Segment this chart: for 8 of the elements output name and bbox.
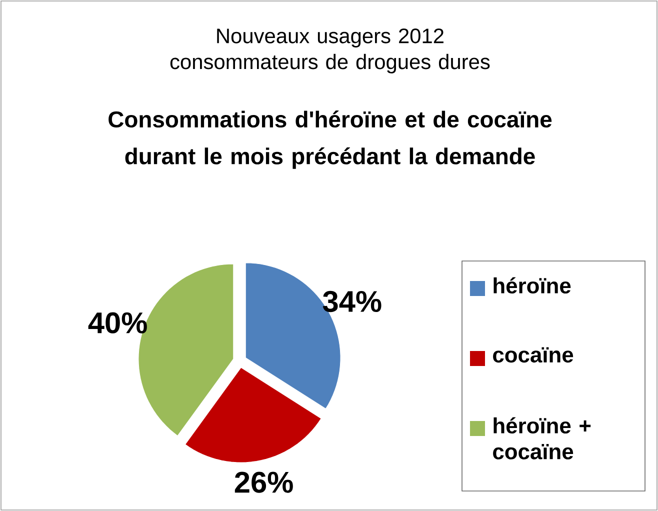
chart-title: Nouveaux usagers 2012 consommateurs de drogues dures (170, 28, 490, 74)
legend-label: cocaïne (493, 347, 574, 363)
chart-subtitle: Consommations d'héroïne et de cocaïne durant le mois précédant la demande (108, 110, 552, 169)
legend-label: héroïne (494, 277, 571, 294)
legend-label: héroïne + cocaïne (493, 417, 591, 460)
data-label: 40% (88, 312, 147, 334)
data-label: 26% (234, 472, 293, 493)
data-label: 34% (322, 290, 382, 312)
